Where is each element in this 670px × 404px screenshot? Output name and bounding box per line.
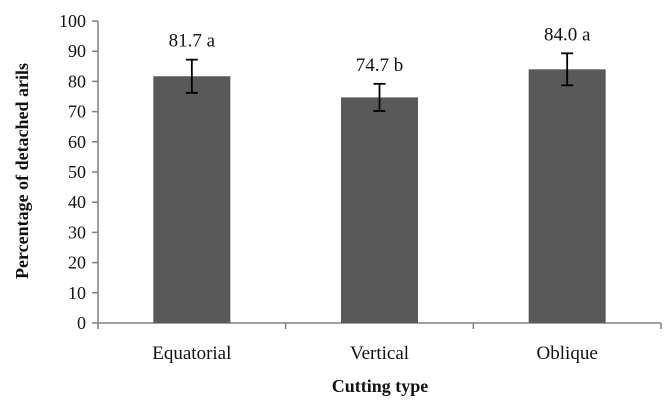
y-tick-label: 20 [68,253,86,273]
y-tick-label: 10 [68,283,86,303]
x-tick-label: Oblique [537,343,598,364]
y-tick-label: 100 [59,11,86,31]
y-tick-label: 60 [68,132,86,152]
data-label: 81.7 a [169,31,216,52]
x-axis-title: Cutting type [332,376,429,396]
bar [153,76,231,324]
x-tick-label: Equatorial [152,343,231,364]
y-tick-label: 90 [68,41,86,61]
y-tick-label: 50 [68,162,86,182]
plot-area: 0 10 20 30 40 50 60 70 80 90 100 81.7 a Equatorial 74… [59,11,662,364]
x-tick-label: Vertical [350,343,409,364]
y-tick-label: 40 [68,192,86,212]
data-label: 74.7 b [356,55,404,76]
bar [341,97,418,323]
bar [528,69,606,323]
y-axis-title: Percentage of detached arils [12,63,32,279]
y-tick-label: 80 [68,71,86,91]
data-label: 84.0 a [544,24,591,45]
y-tick-label: 0 [77,313,86,333]
y-tick-label: 30 [68,222,86,242]
y-tick-label: 70 [68,102,86,122]
